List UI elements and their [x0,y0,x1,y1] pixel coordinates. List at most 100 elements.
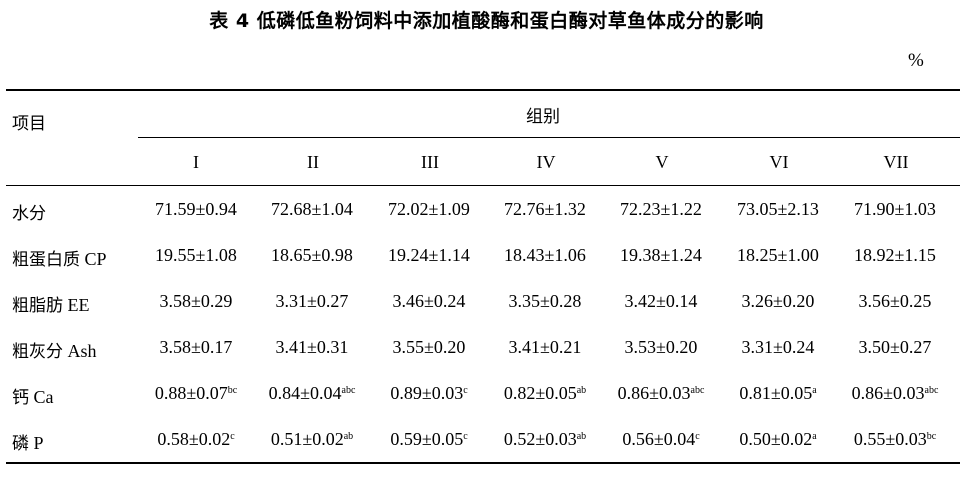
significance-letter: c [463,431,468,442]
table-cell: 19.24±1.14 [370,245,488,266]
table-cell: 3.31±0.24 [719,337,837,358]
table-cell: 0.56±0.04c [602,429,720,450]
cell-value: 19.24±1.14 [388,245,470,265]
cell-value: 0.82±0.05 [503,383,577,403]
cell-value: 0.59±0.05 [390,429,464,449]
row-label-en: EE [63,295,90,315]
cell-value: 0.51±0.02 [270,429,344,449]
unit-label: % [908,50,924,71]
row-label-en: Ca [29,387,54,407]
table-cell: 3.58±0.17 [137,337,255,358]
row-label-en: Ash [63,341,97,361]
table-title: 表 4 低磷低鱼粉饲料中添加植酸酶和蛋白酶对草鱼体成分的影响 [209,10,764,32]
table-cell: 18.92±1.15 [836,245,954,266]
cell-value: 72.68±1.04 [271,199,353,219]
cell-value: 0.86±0.03 [851,383,925,403]
cell-value: 3.56±0.25 [858,291,932,311]
cell-value: 19.55±1.08 [155,245,237,265]
row-label-en: CP [80,249,107,269]
column-header-1: I [193,152,199,172]
header-rule [6,185,960,186]
table-cell: 3.46±0.24 [370,291,488,312]
cell-value: 3.41±0.31 [275,337,349,357]
column-header-6: VI [769,152,789,172]
cell-value: 3.58±0.29 [159,291,233,311]
row-label-zh: 水分 [12,204,46,224]
cell-value: 3.35±0.28 [508,291,582,311]
table-cell: 0.86±0.03abc [836,383,954,404]
header-group-label: 组别 [526,107,560,127]
table-cell: 3.42±0.14 [602,291,720,312]
table-cell: 0.52±0.03ab [486,429,604,450]
table-cell: 3.26±0.20 [719,291,837,312]
cell-value: 18.25±1.00 [737,245,819,265]
cell-value: 3.41±0.21 [508,337,582,357]
cell-value: 0.55±0.03 [853,429,927,449]
column-header-2: II [307,152,319,172]
table-cell: 18.65±0.98 [253,245,371,266]
row-label: 粗蛋白质 CP [12,245,107,270]
table-cell: 0.89±0.03c [370,383,488,404]
table-cell: 3.41±0.21 [486,337,604,358]
significance-letter: abc [341,385,356,396]
significance-letter: c [463,385,468,396]
cell-value: 0.50±0.02 [739,429,813,449]
cell-value: 3.46±0.24 [392,291,466,311]
cell-value: 19.38±1.24 [620,245,702,265]
significance-letter: ab [343,431,354,442]
table-cell: 3.58±0.29 [137,291,255,312]
table-cell: 0.59±0.05c [370,429,488,450]
table-cell: 3.41±0.31 [253,337,371,358]
significance-letter: a [812,385,817,396]
significance-letter: ab [576,431,587,442]
table-cell: 0.84±0.04abc [253,383,371,404]
cell-value: 72.02±1.09 [388,199,470,219]
cell-value: 0.84±0.04 [268,383,342,403]
table-cell: 0.82±0.05ab [486,383,604,404]
table-cell: 0.81±0.05a [719,383,837,404]
column-header-5: V [655,152,669,172]
cell-value: 0.86±0.03 [617,383,691,403]
table-cell: 0.86±0.03abc [602,383,720,404]
row-label-zh: 粗灰分 [12,342,63,362]
table-cell: 19.55±1.08 [137,245,255,266]
column-header-4: IV [536,152,556,172]
column-header-3: III [421,152,439,172]
cell-value: 0.88±0.07 [154,383,228,403]
table-cell: 3.31±0.27 [253,291,371,312]
table-cell: 18.43±1.06 [486,245,604,266]
significance-letter: bc [926,431,937,442]
significance-letter: abc [690,385,705,396]
table-cell: 72.02±1.09 [370,199,488,220]
table-cell: 3.55±0.20 [370,337,488,358]
cell-value: 3.55±0.20 [392,337,466,357]
table-cell: 0.50±0.02a [719,429,837,450]
table-cell: 72.23±1.22 [602,199,720,220]
row-label: 粗脂肪 EE [12,291,90,316]
column-header-7: VII [883,152,909,172]
cell-value: 71.90±1.03 [854,199,936,219]
significance-letter: abc [924,385,939,396]
row-label-zh: 磷 [12,434,29,454]
cell-value: 18.92±1.15 [854,245,936,265]
cell-value: 0.52±0.03 [503,429,577,449]
significance-letter: c [695,431,700,442]
significance-letter: bc [227,385,238,396]
significance-letter: a [812,431,817,442]
table-cell: 71.59±0.94 [137,199,255,220]
cell-value: 0.56±0.04 [622,429,696,449]
cell-value: 3.26±0.20 [741,291,815,311]
cell-value: 0.89±0.03 [390,383,464,403]
cell-value: 73.05±2.13 [737,199,819,219]
cell-value: 3.53±0.20 [624,337,698,357]
cell-value: 0.58±0.02 [157,429,231,449]
table-cell: 0.55±0.03bc [836,429,954,450]
table-cell: 0.58±0.02c [137,429,255,450]
table-cell: 73.05±2.13 [719,199,837,220]
cell-value: 18.65±0.98 [271,245,353,265]
row-label: 磷 P [12,429,44,454]
table-cell: 71.90±1.03 [836,199,954,220]
top-rule [6,89,960,91]
table-cell: 3.56±0.25 [836,291,954,312]
table-cell: 0.51±0.02ab [253,429,371,450]
